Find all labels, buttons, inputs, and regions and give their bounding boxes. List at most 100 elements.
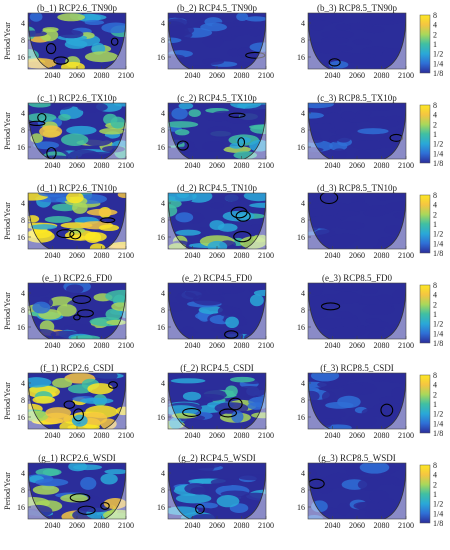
colorbar-tick-label: 4 [433, 111, 437, 120]
wavelet-panel: (b_2) RCP4.5_TN90p 4 8 16 2040 2060 2080 2100 [157, 3, 274, 80]
power-blob [308, 112, 325, 119]
x-tick-label: 2100 [258, 161, 274, 170]
power-blob [229, 142, 244, 149]
colorbar-tick-label: 1 [433, 220, 437, 229]
significance-contour [100, 502, 110, 510]
wavelet-panel: (d_3) RCP8.5_TN10p 4 8 16 2040 2060 2080 2100 [297, 183, 414, 260]
power-blob [39, 125, 63, 138]
cone-of-influence-line [308, 463, 406, 519]
y-axis-label: Period/Year [3, 112, 12, 150]
power-blob [58, 29, 84, 39]
power-blob [233, 151, 257, 159]
power-blob [105, 289, 126, 303]
power-blob [50, 103, 74, 110]
power-field [168, 103, 266, 159]
power-blob [175, 229, 201, 236]
power-blob [384, 225, 405, 235]
power-blob [326, 105, 341, 113]
x-tick-label: 2080 [94, 431, 110, 440]
power-blob [60, 493, 89, 503]
y-axis-label: Period/Year [3, 22, 12, 60]
x-tick-label: 2080 [234, 431, 250, 440]
significance-contour [230, 206, 248, 219]
power-blob [33, 141, 60, 150]
power-blob [310, 283, 323, 296]
panel-title: (d_2) RCP4.5_TN10p [177, 183, 258, 193]
power-blob [341, 317, 361, 328]
significance-contour [72, 408, 84, 422]
power-blob [388, 374, 406, 384]
power-blob [110, 116, 125, 129]
power-blob [243, 193, 266, 202]
x-tick-label: 2100 [398, 251, 414, 260]
power-blob [52, 378, 73, 388]
significance-contour [110, 37, 119, 46]
colorbar-tick-label: 8 [433, 371, 437, 380]
colorbar-tick-label: 8 [433, 101, 437, 110]
panel-title: (c_1) RCP2.6_TX10p [37, 93, 117, 103]
y-tick-label: 4 [21, 109, 25, 118]
x-tick-label: 2060 [349, 161, 365, 170]
y-tick-label: 16 [297, 143, 305, 152]
y-tick-label: 8 [21, 306, 25, 315]
power-blob [308, 468, 317, 479]
x-tick-label: 2040 [185, 431, 201, 440]
x-tick-label: 2080 [374, 251, 390, 260]
y-tick-label: 4 [161, 289, 165, 298]
power-blob [28, 112, 57, 122]
power-blob [66, 125, 97, 135]
power-blob [217, 305, 234, 317]
power-blob [363, 209, 386, 217]
cone-of-influence-line [28, 103, 126, 159]
power-blob [365, 19, 394, 25]
colorbar-tick-label: 2 [433, 210, 437, 219]
x-tick-label: 2080 [374, 161, 390, 170]
power-blob [230, 103, 262, 109]
power-blob [379, 135, 401, 148]
y-tick-label: 16 [297, 53, 305, 62]
colorbar-gradient [419, 374, 431, 434]
cone-of-influence-line [28, 463, 126, 519]
y-tick-label: 16 [297, 413, 305, 422]
power-blob [231, 410, 244, 423]
x-tick-label: 2040 [325, 71, 341, 80]
colorbar-tick-label: 1 [433, 40, 437, 49]
power-blob [66, 193, 84, 204]
power-blob [192, 103, 226, 110]
power-blob [225, 385, 238, 397]
x-tick-label: 2040 [45, 251, 61, 260]
power-blob [60, 61, 85, 69]
power-blob [237, 474, 266, 481]
power-field [28, 103, 126, 159]
y-tick-label: 8 [301, 126, 305, 135]
power-blob [84, 231, 102, 243]
power-blob [176, 193, 190, 199]
power-blob [375, 119, 399, 128]
y-tick-label: 8 [161, 306, 165, 315]
power-blob [171, 107, 188, 120]
power-blob [373, 55, 402, 61]
significance-contour [69, 493, 91, 503]
significance-contour [219, 408, 238, 418]
power-blob [168, 199, 182, 209]
power-blob [196, 227, 215, 236]
power-blob [308, 515, 324, 519]
colorbar-tick-label: 1/8 [433, 69, 443, 78]
y-tick-label: 16 [17, 413, 25, 422]
wavelet-panel: (f_2) RCP4.5_CSDI 4 8 16 2040 2060 2080 2100 [157, 363, 274, 440]
power-blob [58, 114, 71, 121]
significance-contour [182, 407, 202, 417]
power-blob [178, 103, 194, 110]
y-tick-label: 4 [161, 379, 165, 388]
cone-of-influence-shade [28, 283, 126, 339]
power-blob [206, 126, 233, 138]
significance-contour [72, 295, 92, 304]
power-blob [210, 202, 224, 209]
significance-contour [320, 302, 341, 311]
colorbar-tick-label: 8 [433, 461, 437, 470]
colorbar-gradient [419, 194, 431, 254]
significance-contour [73, 314, 81, 321]
y-tick-label: 4 [301, 469, 305, 478]
wavelet-panel: (e_2) RCP4.5_FD0 4 8 16 2040 2060 2080 2100 [157, 273, 274, 350]
